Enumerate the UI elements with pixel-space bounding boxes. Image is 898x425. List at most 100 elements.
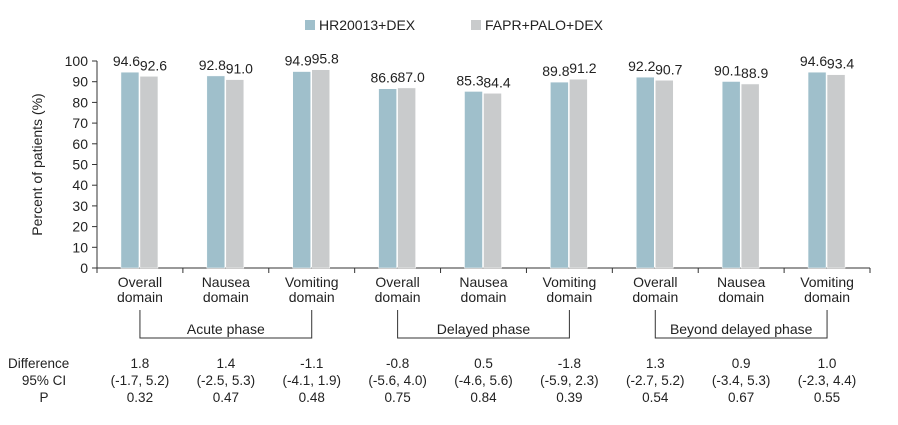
x-category-label: domain bbox=[375, 289, 421, 305]
stats-ci-value: (-4.6, 5.6) bbox=[454, 373, 513, 388]
y-tick-label: 100 bbox=[65, 53, 89, 69]
stats-p-value: 0.48 bbox=[299, 390, 325, 405]
x-category-label: Overall bbox=[375, 274, 419, 290]
stats-row-label: P bbox=[39, 390, 48, 405]
stats-p-value: 0.47 bbox=[213, 390, 239, 405]
stats-ci-value: (-2.5, 5.3) bbox=[197, 373, 256, 388]
bar-fapr bbox=[826, 74, 846, 269]
stats-difference-value: 0.5 bbox=[474, 356, 493, 371]
stats-ci-value: (-3.4, 5.3) bbox=[712, 373, 771, 388]
x-category-label: domain bbox=[718, 289, 764, 305]
stats-ci-value: (-4.1, 1.9) bbox=[282, 373, 341, 388]
bar-hr20013 bbox=[807, 71, 827, 269]
x-category-label: Nausea bbox=[717, 274, 765, 290]
group-bracket bbox=[654, 310, 828, 339]
x-category-label: Overall bbox=[118, 274, 162, 290]
bar-fapr bbox=[483, 93, 502, 269]
bar-fapr bbox=[225, 79, 245, 269]
stats-ci-value: (-2.7, 5.2) bbox=[626, 373, 685, 388]
stats-difference-value: 1.3 bbox=[646, 356, 665, 371]
bar-value-label: 92.6 bbox=[140, 57, 167, 73]
bar-value-label: 94.6 bbox=[800, 53, 827, 69]
stats-ci-value: (-1.7, 5.2) bbox=[111, 373, 170, 388]
stats-ci-value: (-2.3, 4.4) bbox=[798, 373, 857, 388]
bar-hr20013 bbox=[550, 81, 569, 269]
stats-difference-value: 0.9 bbox=[732, 356, 751, 371]
group-bracket bbox=[139, 310, 313, 339]
x-category-label: domain bbox=[632, 289, 678, 305]
legend-label: FAPR+PALO+DEX bbox=[485, 17, 604, 33]
x-category-label: Vomiting bbox=[800, 274, 854, 290]
stats-p-value: 0.84 bbox=[470, 390, 497, 405]
stats-difference-value: -0.8 bbox=[386, 356, 409, 371]
bar-value-label: 89.8 bbox=[542, 63, 569, 79]
group-label: Beyond delayed phase bbox=[670, 321, 813, 337]
stats-p-value: 0.32 bbox=[127, 390, 153, 405]
stats-p-value: 0.39 bbox=[556, 390, 582, 405]
stats-p-value: 0.67 bbox=[728, 390, 754, 405]
x-category-label: Vomiting bbox=[543, 274, 597, 290]
bar-hr20013 bbox=[292, 71, 311, 269]
bar-fapr bbox=[569, 78, 588, 269]
bar-value-label: 92.8 bbox=[199, 57, 226, 73]
bar-hr20013 bbox=[120, 71, 140, 269]
legend-swatch bbox=[305, 20, 315, 30]
bar-value-label: 87.0 bbox=[397, 69, 424, 85]
bar-hr20013 bbox=[636, 76, 655, 269]
stats-ci-value: (-5.9, 2.3) bbox=[540, 373, 599, 388]
stats-ci-value: (-5.6, 4.0) bbox=[368, 373, 427, 388]
bar-fapr bbox=[311, 69, 330, 269]
bar-value-label: 90.1 bbox=[714, 62, 741, 78]
x-category-label: Vomiting bbox=[285, 274, 339, 290]
x-category-label: domain bbox=[289, 289, 335, 305]
bar-value-label: 85.3 bbox=[456, 72, 483, 88]
bar-value-label: 94.9 bbox=[285, 53, 312, 69]
bar-hr20013 bbox=[464, 91, 483, 269]
stats-difference-value: -1.1 bbox=[300, 356, 323, 371]
stats-p-value: 0.54 bbox=[642, 390, 669, 405]
bar-fapr bbox=[397, 87, 416, 269]
bar-hr20013 bbox=[206, 75, 226, 269]
bar-value-label: 92.2 bbox=[628, 58, 655, 74]
stats-p-value: 0.55 bbox=[814, 390, 840, 405]
bar-fapr bbox=[740, 83, 760, 269]
y-tick-label: 80 bbox=[72, 94, 88, 110]
y-tick-label: 40 bbox=[72, 177, 88, 193]
y-tick-label: 90 bbox=[72, 74, 88, 90]
bar-value-label: 86.6 bbox=[370, 70, 397, 86]
bar-value-label: 91.0 bbox=[226, 61, 253, 77]
y-tick-label: 50 bbox=[72, 157, 88, 173]
x-category-label: Nausea bbox=[202, 274, 250, 290]
legend-swatch bbox=[471, 20, 481, 30]
x-category-label: Nausea bbox=[459, 274, 507, 290]
stats-difference-value: -1.8 bbox=[558, 356, 581, 371]
bar-value-label: 95.8 bbox=[312, 51, 339, 67]
bar-value-label: 88.9 bbox=[741, 65, 768, 81]
bar-hr20013 bbox=[378, 88, 397, 269]
bar-hr20013 bbox=[721, 81, 741, 269]
y-tick-label: 30 bbox=[72, 198, 88, 214]
y-axis-label: Percent of patients (%) bbox=[29, 93, 45, 235]
x-category-label: Overall bbox=[633, 274, 677, 290]
x-category-label: domain bbox=[804, 289, 850, 305]
y-tick-label: 70 bbox=[72, 115, 88, 131]
stats-difference-value: 1.4 bbox=[216, 356, 235, 371]
x-category-label: domain bbox=[461, 289, 507, 305]
group-bracket bbox=[397, 310, 570, 339]
stats-row-label: 95% CI bbox=[22, 373, 66, 388]
stats-row-label: Difference bbox=[8, 356, 69, 371]
bar-value-label: 90.7 bbox=[655, 61, 682, 77]
bar-fapr bbox=[655, 80, 674, 269]
y-tick-label: 10 bbox=[72, 239, 88, 255]
y-tick-label: 60 bbox=[72, 136, 88, 152]
x-category-label: domain bbox=[203, 289, 249, 305]
bar-fapr bbox=[139, 76, 159, 269]
x-category-label: domain bbox=[546, 289, 592, 305]
bar-value-label: 94.6 bbox=[113, 53, 140, 69]
bar-value-label: 91.2 bbox=[569, 60, 596, 76]
y-tick-label: 0 bbox=[80, 260, 88, 276]
stats-difference-value: 1.8 bbox=[131, 356, 150, 371]
group-label: Delayed phase bbox=[437, 321, 531, 337]
x-category-label: domain bbox=[117, 289, 163, 305]
